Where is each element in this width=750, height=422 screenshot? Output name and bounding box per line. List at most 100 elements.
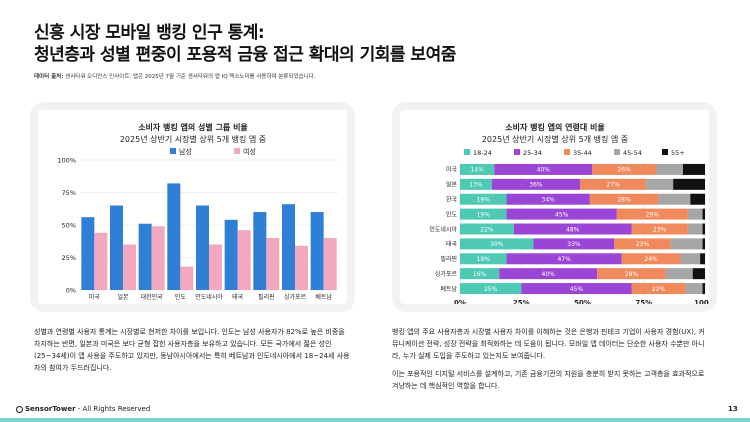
bar-segment-age	[692, 268, 705, 280]
bar-segment-age	[589, 193, 659, 205]
data-label-age: 14%	[470, 167, 484, 174]
y-tick-label: 미국	[446, 166, 458, 174]
bar-segment-age	[499, 268, 598, 280]
bar-segment-age	[682, 163, 705, 175]
x-tick-label: 일본	[117, 293, 129, 301]
gender-chart-title: 소비자 뱅킹 앱의 성별 그룹 비율	[138, 122, 248, 132]
x-tick-label: 25%	[513, 299, 530, 304]
bar-segment-age	[506, 253, 622, 265]
data-label-age: 22%	[480, 226, 494, 233]
y-tick-label: 베트남	[440, 285, 457, 293]
legend-swatch-age	[514, 149, 520, 155]
page-number: 13	[728, 405, 738, 413]
x-tick-label: 필리핀	[258, 293, 275, 301]
bar-segment-age	[702, 283, 705, 295]
gender-chart-subtitle: 2025년 상반기 시장별 상위 5개 뱅킹 앱 중	[120, 134, 266, 144]
bar-segment-age	[506, 208, 617, 220]
legend-label-age: 45-54	[623, 149, 642, 157]
bar-segment-age	[670, 238, 703, 250]
legend-swatch-female	[234, 148, 240, 154]
bar-segment-age	[687, 223, 703, 235]
data-label-age: 28%	[625, 271, 639, 278]
data-label-age: 40%	[542, 271, 556, 278]
footer-brand: SensorTower - All Rights Reserved	[16, 405, 150, 413]
x-tick-label: 100%	[694, 299, 709, 304]
data-label-age: 23%	[636, 241, 650, 248]
left-description: 성별과 연령별 사용자 통계는 시장별로 현저한 차이를 보입니다. 인도는 남…	[34, 326, 352, 380]
bar-male	[110, 205, 123, 290]
gender-chart-panel: 소비자 뱅킹 앱의 성별 그룹 비율 2025년 상반기 시장별 상위 5개 뱅킹…	[30, 102, 355, 312]
data-label-age: 48%	[566, 226, 580, 233]
bar-segment-age	[700, 253, 705, 265]
legend-label-male: 남성	[179, 147, 192, 156]
title-line-1: 신흥 시장 모바일 뱅킹 인구 통계:	[34, 23, 265, 43]
data-label-age: 45%	[555, 211, 569, 218]
bar-segment-age	[702, 223, 705, 235]
x-tick-label: 대한민국	[141, 293, 164, 301]
bar-segment-age	[621, 253, 681, 265]
y-tick-label: 한국	[446, 197, 458, 204]
y-tick-label: 인도네시아	[429, 225, 457, 233]
legend-label-age: 25-34	[523, 149, 542, 157]
legend-label-age: 55+	[671, 149, 685, 157]
age-chart-panel: 소비자 뱅킹 앱의 연령대 비율 2025년 상반기 시장별 상위 5개 뱅킹 앱…	[392, 102, 717, 312]
bar-segment-age	[658, 193, 691, 205]
legend-label-age: 35-44	[573, 149, 592, 157]
data-label-age: 47%	[557, 256, 571, 263]
right-paragraph-2: 이는 포용적인 디지털 서비스를 설계하고, 기존 금융기관의 지원을 충분히 …	[392, 370, 705, 390]
data-label-age: 45%	[570, 286, 584, 293]
data-label-age: 30%	[490, 241, 504, 248]
bar-segment-age	[460, 163, 495, 175]
x-tick-label: 미국	[89, 293, 101, 301]
bar-male	[310, 212, 324, 290]
legend-swatch-age	[564, 149, 570, 155]
bar-male	[138, 223, 152, 290]
bar-male	[253, 212, 267, 290]
bar-segment-age	[533, 238, 615, 250]
right-description: 뱅킹 앱의 주요 사용자층과 시장별 사용자 차이를 이해하는 것은 은행과 핀…	[392, 326, 710, 398]
bar-segment-age	[673, 178, 705, 190]
bar-segment-age	[665, 268, 693, 280]
y-tick-label: 인도	[446, 211, 458, 218]
bar-male	[224, 219, 238, 290]
bar-segment-age	[680, 253, 701, 265]
bar-male	[196, 205, 209, 290]
x-tick-label: 인도	[175, 294, 187, 301]
bar-segment-age	[702, 208, 705, 220]
bar-segment-age	[631, 283, 686, 295]
bar-segment-age	[687, 208, 703, 220]
bar-male	[282, 204, 295, 290]
bottom-accent-bar	[0, 418, 750, 422]
age-chart-card: 소비자 뱅킹 앱의 연령대 비율 2025년 상반기 시장별 상위 5개 뱅킹 앱…	[400, 110, 709, 304]
bar-segment-age	[685, 283, 703, 295]
bar-segment-age	[494, 163, 593, 175]
y-tick-label: 필리핀	[440, 255, 457, 263]
data-label-age: 26%	[617, 167, 631, 174]
page-title: 신흥 시장 모바일 뱅킹 인구 통계: 청년층과 성별 편중이 포용적 금융 접…	[34, 22, 456, 66]
bar-segment-age	[460, 223, 514, 235]
bar-segment-age	[460, 238, 534, 250]
bar-female	[266, 238, 280, 290]
bar-female	[295, 245, 308, 290]
age-chart-title: 소비자 뱅킹 앱의 연령대 비율	[505, 122, 605, 132]
bar-segment-age	[580, 178, 647, 190]
data-label-age: 27%	[606, 182, 620, 189]
bar-segment-age	[506, 193, 590, 205]
legend-swatch-age	[464, 149, 470, 155]
bar-segment-age	[491, 178, 581, 190]
bar-segment-age	[690, 193, 705, 205]
x-tick-label: 베트남	[315, 293, 332, 301]
bar-segment-age	[460, 193, 507, 205]
sensortower-logo-icon	[16, 405, 23, 413]
bar-female	[94, 232, 108, 290]
data-label-age: 33%	[567, 241, 581, 248]
footer-brand-name: SensorTower	[25, 405, 76, 413]
x-tick-label: 0%	[454, 299, 466, 304]
data-label-age: 23%	[653, 226, 667, 233]
bar-segment-age	[460, 283, 522, 295]
data-label-age: 13%	[469, 182, 483, 189]
bar-segment-age	[702, 238, 705, 250]
bar-segment-age	[460, 208, 507, 220]
age-chart: 소비자 뱅킹 앱의 연령대 비율 2025년 상반기 시장별 상위 5개 뱅킹 앱…	[429, 122, 709, 304]
title-line-2: 청년층과 성별 편중이 포용적 금융 접근 확대의 기회를 보여줌	[34, 45, 456, 65]
